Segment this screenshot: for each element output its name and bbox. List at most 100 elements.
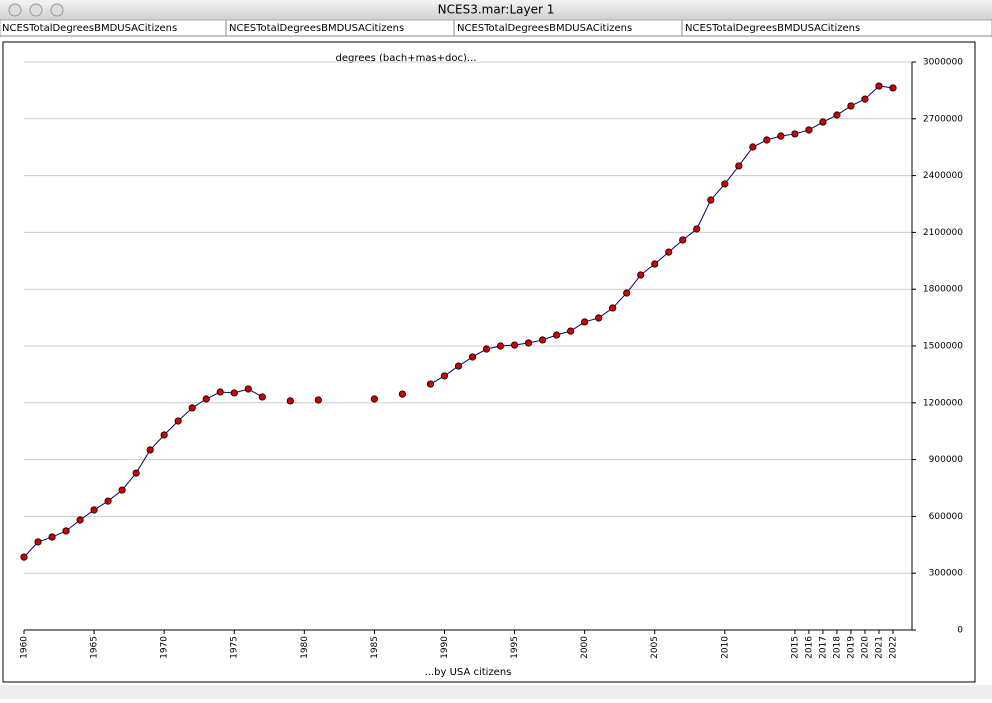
zoom-button[interactable] bbox=[50, 3, 64, 17]
column-label: NCESTotalDegreesBMDUSACitizens bbox=[685, 23, 860, 34]
data-point bbox=[468, 353, 477, 361]
data-point bbox=[805, 126, 813, 134]
x-tick-label: 1990 bbox=[440, 636, 450, 659]
data-point bbox=[202, 395, 210, 403]
data-point bbox=[440, 372, 449, 380]
x-axis-label: ...by USA citizens bbox=[425, 667, 512, 678]
x-tick-label: 2021 bbox=[874, 636, 884, 659]
column-label: NCESTotalDegreesBMDUSACitizens bbox=[229, 23, 404, 34]
data-point bbox=[286, 397, 294, 405]
data-point bbox=[665, 248, 673, 256]
chart-title: degrees (bach+mas+doc)... bbox=[336, 53, 477, 64]
data-point bbox=[693, 225, 701, 233]
title-bar bbox=[0, 0, 992, 20]
x-tick-label: 2000 bbox=[580, 636, 590, 659]
data-point bbox=[581, 318, 589, 326]
data-point bbox=[637, 271, 645, 279]
data-point bbox=[160, 431, 168, 439]
y-tick-label: 1500000 bbox=[923, 342, 963, 352]
data-point bbox=[651, 260, 659, 268]
data-point bbox=[749, 143, 757, 151]
data-point bbox=[567, 327, 575, 335]
data-point bbox=[679, 236, 687, 244]
data-point bbox=[791, 130, 799, 138]
data-point bbox=[553, 331, 561, 339]
x-tick-label: 1975 bbox=[230, 636, 240, 659]
y-tick-label: 300000 bbox=[929, 569, 964, 579]
data-point bbox=[524, 339, 533, 347]
data-point bbox=[623, 289, 631, 297]
y-tick-label: 0 bbox=[957, 626, 963, 636]
data-point bbox=[174, 417, 182, 425]
data-point bbox=[20, 553, 28, 561]
x-tick-label: 1985 bbox=[370, 636, 380, 659]
y-tick-label: 1200000 bbox=[923, 398, 963, 408]
y-tick-label: 1800000 bbox=[923, 285, 963, 295]
data-point bbox=[188, 404, 196, 412]
data-point bbox=[763, 136, 771, 144]
x-tick-label: 1970 bbox=[160, 636, 170, 659]
data-point bbox=[819, 118, 827, 126]
data-point bbox=[76, 516, 84, 524]
y-tick-label: 3000000 bbox=[923, 58, 963, 68]
chart-frame bbox=[2, 41, 976, 683]
data-point bbox=[875, 82, 883, 90]
x-tick-label: 1995 bbox=[510, 636, 520, 659]
window-title: NCES3.mar:Layer 1 bbox=[438, 3, 555, 17]
data-point bbox=[721, 180, 729, 188]
close-button[interactable] bbox=[8, 3, 22, 17]
y-tick-label: 2700000 bbox=[923, 114, 963, 124]
data-point bbox=[496, 342, 505, 350]
data-point bbox=[861, 95, 869, 103]
data-point bbox=[146, 446, 154, 454]
y-tick-label: 900000 bbox=[929, 455, 964, 465]
y-tick-label: 600000 bbox=[929, 512, 964, 522]
data-point bbox=[34, 538, 42, 546]
data-point bbox=[398, 390, 407, 398]
data-point bbox=[216, 388, 224, 396]
data-point bbox=[118, 486, 126, 494]
data-point bbox=[62, 527, 70, 535]
x-tick-label: 2022 bbox=[889, 636, 899, 659]
x-tick-label: 2005 bbox=[650, 636, 660, 659]
x-tick-label: 1965 bbox=[90, 636, 100, 659]
data-point bbox=[90, 506, 98, 514]
data-point bbox=[707, 196, 715, 204]
data-point bbox=[538, 336, 547, 344]
data-point bbox=[833, 111, 841, 119]
data-point bbox=[132, 469, 140, 477]
x-tick-label: 1980 bbox=[300, 636, 310, 659]
data-point bbox=[370, 395, 379, 403]
data-point bbox=[847, 102, 855, 110]
x-tick-label: 2017 bbox=[818, 636, 828, 659]
data-point bbox=[244, 385, 252, 393]
data-point bbox=[314, 396, 322, 404]
data-point bbox=[426, 380, 435, 388]
x-tick-label: 2016 bbox=[804, 636, 814, 659]
status-bar bbox=[0, 685, 992, 699]
x-tick-label: 2010 bbox=[720, 636, 730, 659]
data-point bbox=[510, 341, 519, 349]
data-point bbox=[595, 314, 603, 322]
y-tick-label: 2100000 bbox=[923, 228, 963, 238]
data-point bbox=[104, 497, 112, 505]
minimize-button[interactable] bbox=[29, 3, 43, 17]
y-tick-label: 2400000 bbox=[923, 171, 963, 181]
x-tick-label: 2020 bbox=[860, 636, 870, 659]
column-label: NCESTotalDegreesBMDUSACitizens bbox=[2, 23, 177, 34]
data-point bbox=[230, 389, 238, 397]
data-point bbox=[777, 132, 785, 140]
data-point bbox=[735, 162, 743, 170]
data-point bbox=[48, 533, 56, 541]
x-tick-label: 2019 bbox=[846, 636, 856, 659]
x-tick-label: 2015 bbox=[790, 636, 800, 659]
data-point bbox=[482, 345, 491, 353]
column-label: NCESTotalDegreesBMDUSACitizens bbox=[457, 23, 632, 34]
data-point bbox=[258, 393, 266, 401]
x-tick-label: 1960 bbox=[20, 636, 30, 659]
data-point bbox=[454, 362, 463, 370]
data-point bbox=[609, 304, 617, 312]
x-tick-label: 2018 bbox=[832, 636, 842, 659]
data-point bbox=[889, 84, 897, 92]
